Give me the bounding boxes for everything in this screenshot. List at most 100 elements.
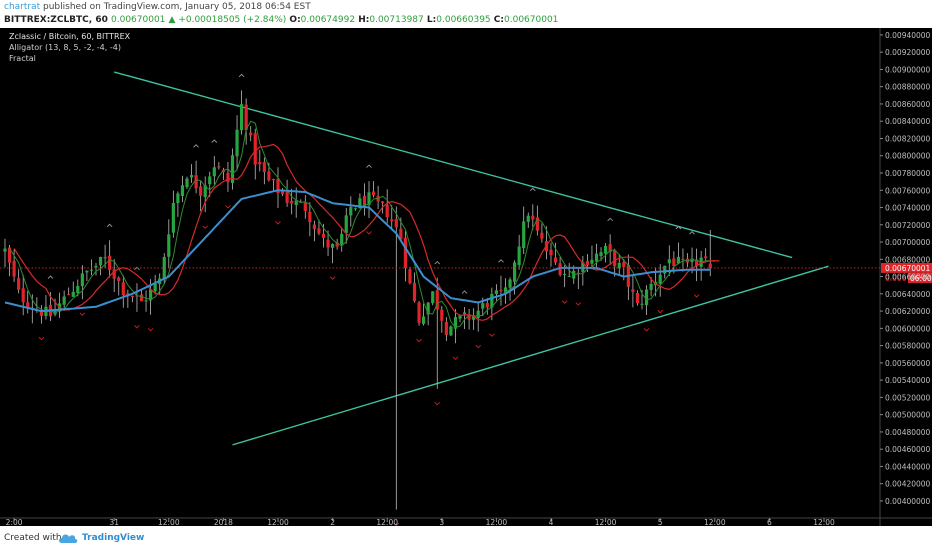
price-tick-label: 0.00400000 xyxy=(885,497,931,506)
secondary-price-label: 0.006 xyxy=(885,274,907,283)
price-tick-label: 0.00580000 xyxy=(885,342,931,351)
candle-body xyxy=(631,289,635,292)
alligator-legend[interactable]: Alligator (13, 8, 5, -2, -4, -4) xyxy=(9,43,121,52)
publish-line: chartrat published on TradingView.com, J… xyxy=(4,2,311,12)
candle-body xyxy=(303,202,307,212)
candle-body xyxy=(353,208,357,210)
price-tick-label: 0.00920000 xyxy=(885,48,931,57)
created-with-text: Created with xyxy=(4,533,62,543)
candle-body xyxy=(476,310,480,318)
candle-body xyxy=(103,257,107,259)
candle-body xyxy=(121,282,125,296)
time-axis[interactable]: 2:00 31 12:00 2018 12:00 2 12:00 3 12:00 4 12:00 5 1… xyxy=(0,517,932,526)
candle-body xyxy=(39,310,43,316)
candle-body xyxy=(85,270,89,273)
candle-body xyxy=(244,104,248,131)
high-value: 0.00713987 xyxy=(369,15,424,25)
last-price-tag xyxy=(881,262,932,273)
candle-body xyxy=(203,185,207,198)
candle-body xyxy=(117,277,121,281)
fractal-up-marker xyxy=(47,275,54,279)
time-tick-label: 5 xyxy=(658,518,663,526)
fractal-down-marker xyxy=(134,325,140,329)
candle-body xyxy=(349,207,353,216)
candle-body xyxy=(481,303,485,309)
candle-body xyxy=(672,258,676,266)
candle-body xyxy=(531,215,535,220)
tradingview-cloud-icon xyxy=(59,534,78,543)
price-tick-label: 0.00880000 xyxy=(885,83,931,92)
fractal-up-marker xyxy=(106,223,113,228)
candle-body xyxy=(494,290,498,294)
candle-body xyxy=(585,261,589,266)
price-tick-label: 0.00620000 xyxy=(885,307,931,316)
trendline-lower xyxy=(232,265,829,446)
candle-body xyxy=(394,218,398,228)
fractal-up-marker xyxy=(689,231,695,235)
header-bar: chartrat published on TradingView.com, J… xyxy=(0,0,932,28)
quote-line: BITTREX:ZCLBTC, 60 0.00670001 ▲ +0.00018… xyxy=(4,15,558,25)
candle-body xyxy=(604,245,608,254)
fractal-up-marker xyxy=(607,217,613,222)
candle-body xyxy=(390,219,394,222)
countdown-badge xyxy=(908,272,932,283)
candle-body xyxy=(431,291,435,304)
close-label: C: xyxy=(493,15,505,25)
candle-body xyxy=(462,312,467,315)
candle-body xyxy=(262,162,266,173)
fractal-up-marker xyxy=(134,266,140,271)
candle-body xyxy=(440,309,444,321)
candle-body xyxy=(208,176,212,185)
candle-body xyxy=(708,263,712,268)
fractal-down-marker xyxy=(202,225,209,229)
chart-area[interactable]: 0.00670001 0.006 06:00 0.00940000 0.0092000… xyxy=(0,28,932,526)
candle-body xyxy=(312,224,316,230)
low-value: 0.00660395 xyxy=(436,15,491,25)
candle-body xyxy=(176,193,180,204)
high-label: H: xyxy=(358,15,370,25)
fractal-up-marker xyxy=(238,73,245,78)
fractal-up-marker xyxy=(193,144,199,148)
candle-body xyxy=(435,290,439,310)
candle-body xyxy=(695,259,699,267)
candle-body xyxy=(385,204,389,218)
candle-body xyxy=(644,289,649,306)
price-tick-label: 0.00780000 xyxy=(885,169,931,178)
publish-text: published on TradingView.com, January 05… xyxy=(43,2,311,12)
price-tick-label: 0.00480000 xyxy=(885,428,931,437)
fractal-legend[interactable]: Fractal xyxy=(9,54,36,63)
candle-body xyxy=(417,302,421,323)
candle-body xyxy=(76,285,80,293)
candle-body xyxy=(617,262,621,269)
candle-body xyxy=(467,314,471,320)
candle-body xyxy=(526,215,530,222)
price-tick-label: 0.00940000 xyxy=(885,31,931,40)
fractal-up-marker xyxy=(366,164,372,168)
fractal-down-marker xyxy=(329,276,336,280)
candle-body xyxy=(558,263,562,275)
price-tick-label: 0.00660000 xyxy=(885,273,931,282)
symbol-label: BITTREX:ZCLBTC, 60 xyxy=(4,15,108,25)
open-label: O: xyxy=(289,15,301,25)
price-axis[interactable]: 0.00940000 0.00920000 0.00900000 0.00880000… xyxy=(879,28,931,526)
time-tick-label: 2018 xyxy=(214,518,233,526)
candle-body xyxy=(294,200,298,206)
candle-body xyxy=(344,215,348,234)
time-tick-label: 12:00 xyxy=(486,518,508,526)
candle-body xyxy=(267,171,271,181)
fractal-markers xyxy=(38,73,700,526)
candle-body xyxy=(499,290,503,292)
price-tick-label: 0.00680000 xyxy=(885,255,931,264)
fractal-down-marker xyxy=(561,300,568,304)
fractal-up-marker xyxy=(461,290,468,294)
time-tick-label: 12:00 xyxy=(704,518,726,526)
candle-body xyxy=(635,292,640,304)
candle-body xyxy=(21,288,25,303)
time-tick-label: 4 xyxy=(549,518,554,526)
candle-body xyxy=(71,291,75,297)
candle-body xyxy=(444,321,448,336)
author-link[interactable]: chartrat xyxy=(4,2,41,12)
candle-body xyxy=(280,191,285,195)
tradingview-brand[interactable]: TradingView xyxy=(82,533,145,543)
